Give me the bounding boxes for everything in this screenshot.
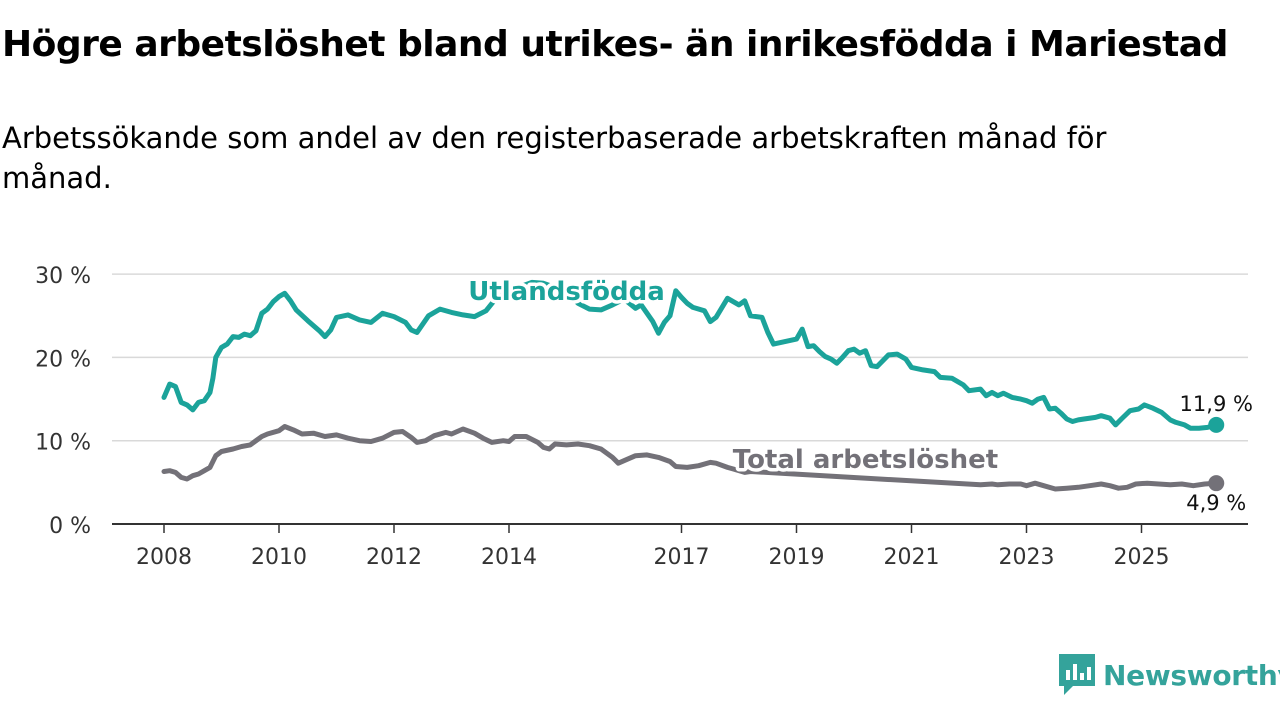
line-chart: 0 % 10 % 20 % 30 % 2008 2010 2012 2014 2017 2019… — [35, 264, 1256, 570]
newsworthy-logo: Newsworthy — [1059, 654, 1280, 696]
x-tick-label: 2017 — [654, 545, 710, 570]
series-line-total — [161, 424, 1219, 492]
x-tick-label: 2019 — [769, 545, 825, 570]
chart-subtitle: Arbetssökande som andel av den registerb… — [2, 121, 1107, 195]
y-axis: 0 % 10 % 20 % 30 % — [35, 264, 91, 539]
x-axis: 2008 2010 2012 2014 2017 2019 2021 2023 2025 — [112, 523, 1248, 570]
grid-lines — [112, 273, 1248, 442]
y-tick-label: 20 % — [35, 347, 91, 372]
series-labels: Utlandsfödda Total arbetslöshet 11,9 % 4,9 … — [465, 273, 1256, 517]
x-tick-label: 2023 — [999, 545, 1055, 570]
series-label: Utlandsfödda — [468, 277, 665, 307]
series-lines — [161, 279, 1225, 492]
x-tick-label: 2010 — [251, 545, 307, 570]
x-tick-label: 2012 — [366, 545, 422, 570]
end-value-label: 4,9 % — [1186, 491, 1246, 515]
end-value-label: 11,9 % — [1180, 392, 1253, 416]
y-tick-label: 0 % — [49, 514, 91, 539]
x-tick-label: 2025 — [1114, 545, 1170, 570]
y-tick-label: 10 % — [35, 431, 91, 456]
brand-name: Newsworthy — [1103, 658, 1280, 692]
x-tick-label: 2014 — [481, 545, 537, 570]
y-tick-label: 30 % — [35, 264, 91, 289]
x-tick-label: 2008 — [136, 545, 192, 570]
series-label: Total arbetslöshet — [733, 445, 998, 475]
newsworthy-logo-icon — [1059, 654, 1095, 695]
chart-title: Högre arbetslöshet bland utrikes- än inr… — [2, 24, 1228, 65]
series-line-utlandsfodda — [161, 279, 1219, 431]
series-end-marker — [1208, 475, 1225, 492]
x-tick-label: 2021 — [884, 545, 940, 570]
series-end-marker — [1208, 416, 1225, 433]
